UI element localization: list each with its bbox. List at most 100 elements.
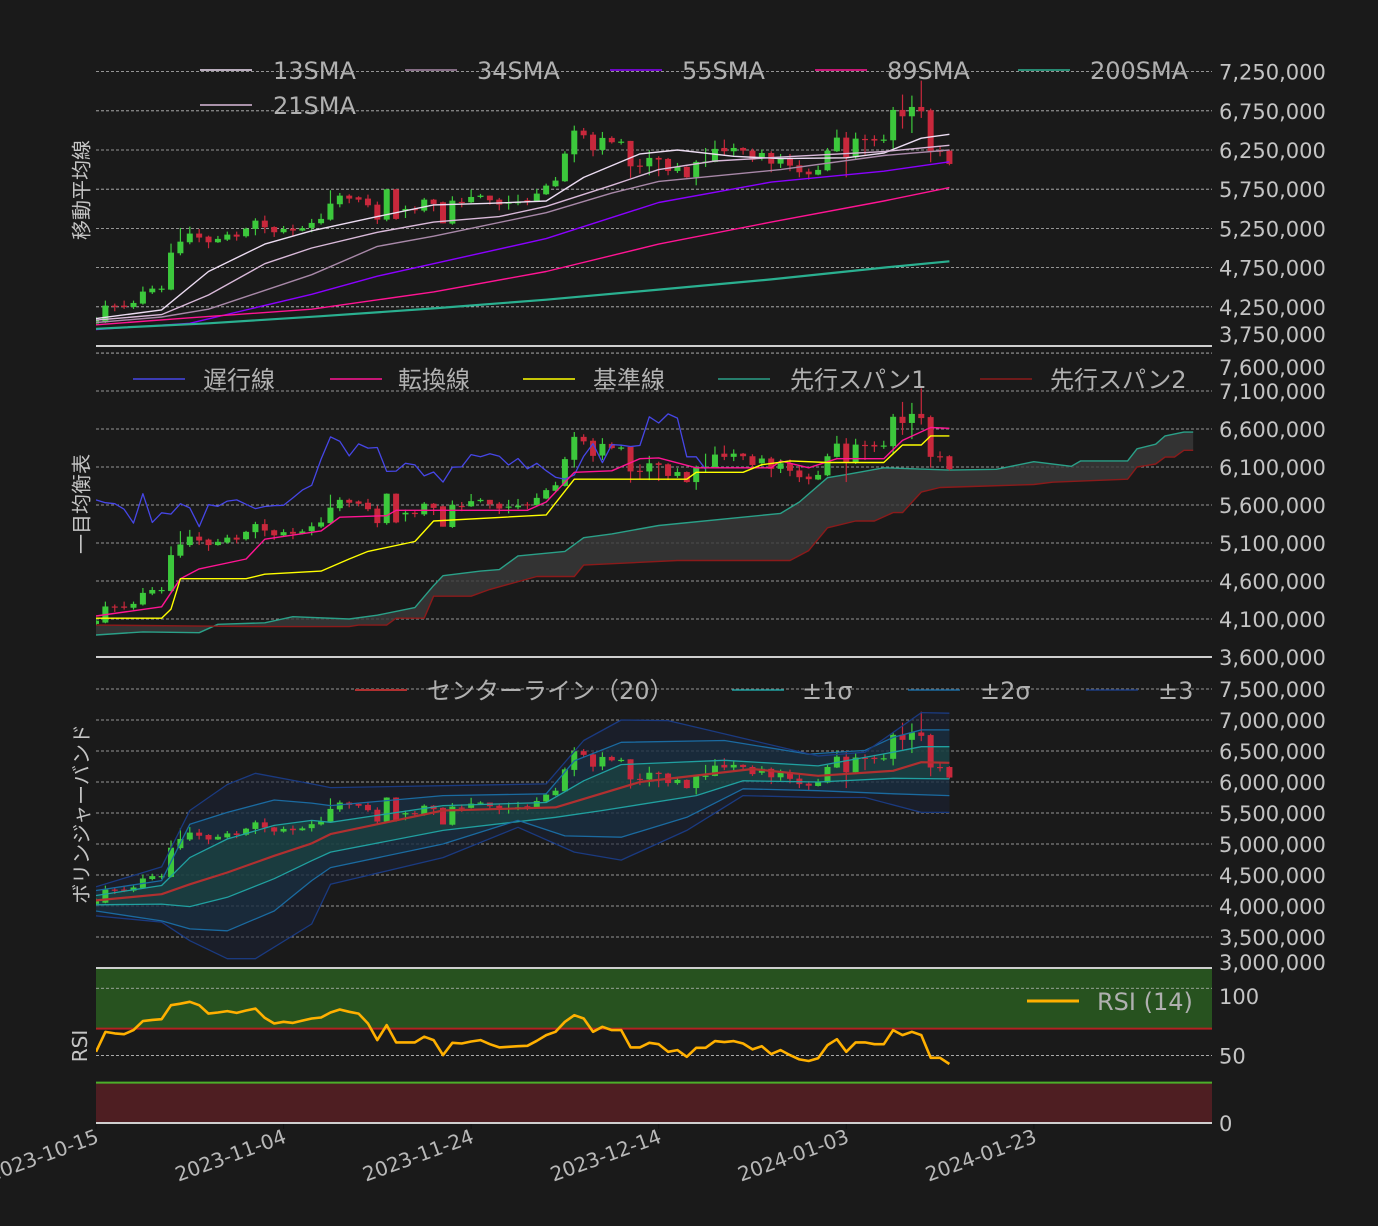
y-tick-label: 7,000,000	[1219, 709, 1326, 733]
candle	[158, 587, 165, 594]
candle-body	[130, 302, 137, 307]
candle-body	[158, 589, 165, 592]
candle-body	[871, 138, 878, 141]
candle	[149, 285, 156, 294]
legend-label: ±1σ	[802, 677, 853, 705]
candle-body	[233, 833, 240, 836]
candle-body	[805, 783, 812, 786]
band-fill-±1σ	[96, 746, 950, 907]
candle	[890, 413, 897, 455]
candle-body	[515, 505, 522, 508]
y-tick-label: 0	[1219, 1112, 1232, 1136]
candle-body	[130, 603, 137, 608]
candle	[421, 502, 428, 516]
candle-body	[271, 226, 278, 233]
candle-body	[674, 166, 681, 171]
candle	[477, 193, 484, 199]
candle	[149, 873, 156, 881]
candle	[805, 781, 812, 790]
candle	[186, 827, 193, 842]
candle	[721, 139, 728, 155]
candle-body	[477, 499, 484, 502]
candle	[880, 440, 887, 449]
panel-title-rsi: RSI	[68, 1029, 92, 1063]
candle-body	[674, 472, 681, 476]
candle	[111, 303, 118, 312]
candle	[196, 532, 203, 546]
candle-body	[280, 228, 287, 233]
candle	[524, 502, 531, 510]
y-tick-label: 7,600,000	[1219, 356, 1326, 380]
candle	[439, 505, 446, 527]
candle-body	[543, 490, 550, 499]
y-tick-label: 6,500,000	[1219, 740, 1326, 764]
candle-body	[552, 790, 559, 796]
candle	[130, 885, 137, 893]
candle	[908, 402, 915, 440]
candle	[693, 465, 700, 490]
candle	[261, 519, 268, 537]
y-tick-label: 3,000,000	[1219, 951, 1326, 975]
candle-body	[862, 757, 869, 759]
candle	[355, 196, 362, 203]
candle	[655, 461, 662, 482]
candle-body	[214, 541, 221, 546]
series-line-senkou-span-1	[96, 431, 1194, 636]
candle-body	[168, 252, 175, 290]
candle-body	[355, 501, 362, 504]
legend-label: 転換線	[398, 366, 470, 394]
candle	[843, 752, 850, 789]
legend-item: 13SMA	[200, 57, 356, 85]
candle-body	[880, 445, 887, 447]
candle	[833, 129, 840, 152]
candle-body	[721, 764, 728, 768]
candle	[468, 797, 475, 809]
candle	[796, 465, 803, 483]
candle-body	[186, 536, 193, 546]
candle-body	[430, 199, 437, 204]
band-lower-line	[96, 794, 950, 960]
candle	[674, 468, 681, 478]
candle	[224, 831, 231, 839]
candle	[852, 438, 859, 464]
candle-body	[580, 751, 587, 755]
candle-body	[111, 305, 118, 307]
candle	[824, 453, 831, 477]
legend-item: 先行スパン1	[718, 366, 926, 394]
candle-body	[843, 443, 850, 463]
candle	[336, 497, 343, 512]
candle	[280, 826, 287, 833]
candle-body	[102, 305, 109, 323]
candle-body	[458, 505, 465, 508]
candle-body	[355, 803, 362, 806]
grid-panel-1	[96, 352, 1212, 658]
candle-body	[711, 148, 718, 162]
candle-body	[383, 493, 390, 524]
candle-body	[214, 836, 221, 840]
candle-body	[599, 137, 606, 150]
candle-body	[665, 158, 672, 171]
candle-body	[899, 734, 906, 740]
candle	[702, 453, 709, 473]
candle-body	[693, 161, 700, 178]
candle-body	[693, 467, 700, 483]
candle	[486, 499, 493, 509]
legend-item: 55SMA	[610, 57, 765, 85]
candle	[683, 471, 690, 483]
candle	[899, 94, 906, 129]
candle	[252, 218, 259, 236]
candle-body	[590, 754, 597, 767]
y-tick-label: 5,600,000	[1219, 494, 1326, 518]
overbought-zone	[96, 968, 1212, 1029]
legend-label: RSI (14)	[1097, 988, 1193, 1016]
candle	[674, 162, 681, 173]
candle	[618, 757, 625, 763]
candle-body	[768, 768, 775, 778]
candle	[496, 502, 503, 515]
candle	[852, 752, 859, 774]
candle-body	[271, 827, 278, 832]
candle	[815, 470, 822, 481]
candle	[299, 826, 306, 831]
candle-body	[890, 109, 897, 141]
candle-body	[636, 778, 643, 781]
